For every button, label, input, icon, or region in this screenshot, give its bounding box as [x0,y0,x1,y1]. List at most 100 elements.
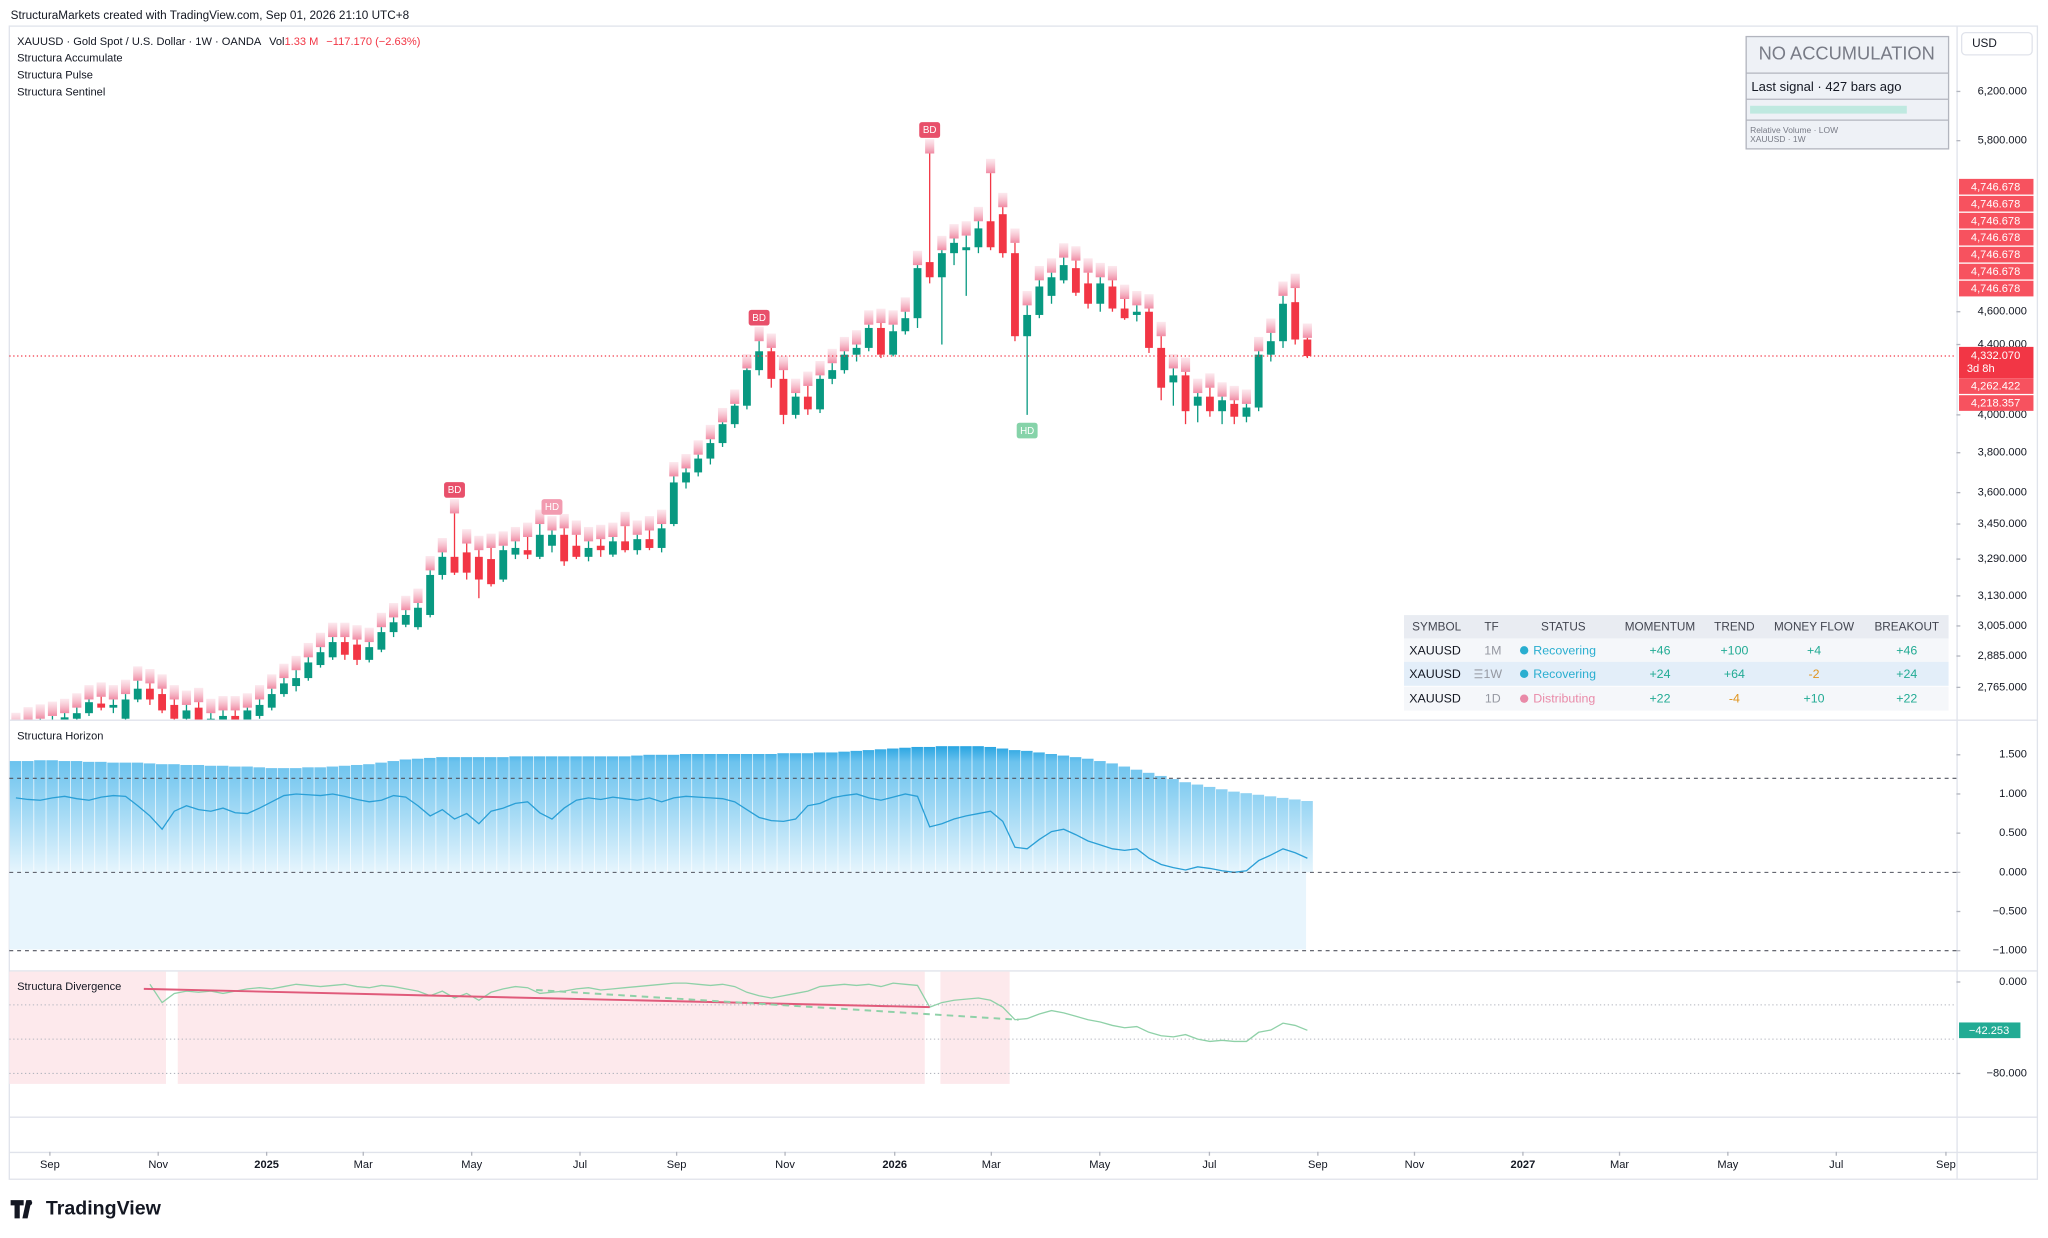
signal-glow [449,499,460,514]
countdown: 3d 8h [1967,363,1995,375]
candle-body [706,443,715,459]
signal-badge [1016,422,1038,439]
horizon-bar [1228,791,1240,873]
horizon-bar [765,754,777,873]
candle-body [584,547,593,557]
symbol: XAUUSD · Gold Spot / U.S. Dollar · 1W · … [17,36,262,48]
column-header: SYMBOL [1412,621,1461,634]
signal-glow [291,655,301,671]
horizon-bar [1033,752,1045,873]
horizon-bar [399,759,412,873]
signal-glow [1180,357,1191,372]
currency[interactable]: USD [1972,37,1997,50]
horizon-bar [533,756,546,873]
signal-glow [754,326,764,342]
signal-glow [1046,258,1057,273]
signal-badge [919,122,941,138]
signal-glow [1156,321,1166,337]
x-tick-label: Nov [1405,1159,1425,1171]
candle-body [304,662,313,679]
signal-glow [1241,389,1252,404]
signal-glow [315,632,326,648]
horizon-bar [826,752,838,873]
horizon-bar [46,760,58,873]
candle-body [1291,302,1300,340]
y-tick-label: 3,130.000 [1978,590,2027,602]
signal-glow [389,603,399,618]
signal-glow [1278,281,1288,296]
horizon-bar [180,764,192,873]
candle-body [292,678,301,687]
price-label-box [1959,378,2034,394]
horizon-bar [277,768,290,873]
signal-glow [254,685,265,700]
candle-body [1120,308,1129,319]
y-tick-label: 0.000 [1999,866,2027,878]
candle-body [1035,286,1044,315]
horizon-bar [472,757,485,873]
candle-body [1193,396,1202,406]
signal-glow [742,354,752,369]
candle-body [974,228,983,248]
candle-body [608,541,617,555]
candle-body [1169,375,1178,383]
candle-body [438,556,447,575]
horizon-bar [594,756,607,873]
y-tick-label: −0.500 [1993,905,2027,917]
candle-body [803,396,812,410]
currency-box[interactable] [1960,31,2033,56]
candle-body [121,699,130,719]
signal-glow [839,336,849,352]
candle-body [219,715,227,720]
candle-body [962,247,971,251]
signal-glow [681,454,691,469]
horizon-bar [314,767,326,873]
y-tick-label: −80.000 [1987,1067,2027,1079]
candle-body [267,694,276,708]
horizon-plot [9,746,1313,873]
price-label-box [1959,395,2034,411]
signal-glow [766,333,776,348]
candle-body [1279,303,1287,342]
signal-badge [541,499,563,515]
horizon-bar [143,763,156,873]
candle-body [1132,311,1141,315]
signal-glow [961,221,971,236]
chart-frame [8,25,2039,1180]
candle-body [85,702,93,714]
signal-badge-label: HD [1020,426,1034,437]
horizon-bar [302,767,314,873]
horizon-bar [1069,757,1082,873]
horizon-bar [899,747,911,873]
price-label: 4,746.678 [1971,232,2020,244]
brand-name: TradingView [46,1197,162,1219]
candle-body [535,534,544,557]
signal-glow [644,516,655,531]
horizon-bar [1179,782,1191,873]
horizon-bar [448,757,460,873]
horizon-bar [168,764,180,873]
candle-body [1254,354,1263,408]
indicator-name: Structura Sentinel [17,87,105,99]
horizon-bar [850,750,863,873]
candle-body [986,221,995,248]
indicator-name: Structura Pulse [17,70,93,82]
signal-glow [1217,382,1227,397]
signal-glow [84,685,94,700]
horizon-bar [1081,758,1094,873]
vol-value: 1.33 M [285,36,319,48]
horizon-bar [253,767,266,873]
x-tick-label: May [1089,1159,1110,1171]
horizon-bar [9,761,22,873]
candle-body [730,405,739,425]
horizon-bar [984,746,997,873]
table-cell: -4 [1729,692,1740,706]
signal-glow [547,516,557,531]
horizon-bar [411,758,424,873]
price-label: 4,746.678 [1971,215,2020,227]
candle-body [1108,286,1117,309]
signal-glow [1168,354,1178,369]
signal-glow [657,509,667,525]
x-tick-label: Sep [40,1159,60,1171]
